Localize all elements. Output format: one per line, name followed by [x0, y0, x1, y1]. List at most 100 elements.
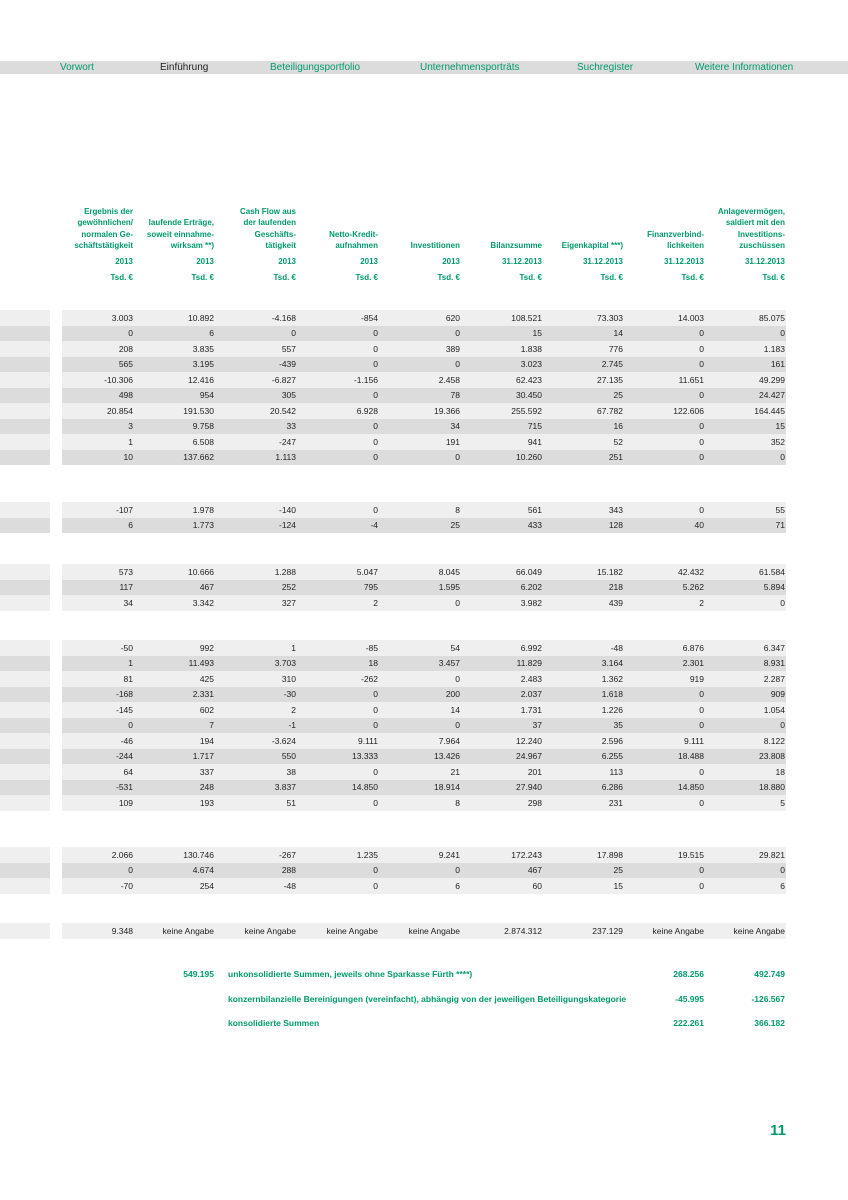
column-label: schäftstätigkeit — [74, 241, 133, 250]
cell: 0 — [455, 328, 460, 338]
cell: 992 — [199, 642, 214, 653]
cell: 0 — [699, 720, 704, 730]
cell: 1.113 — [275, 452, 296, 462]
cell: 3.342 — [192, 597, 214, 608]
column-period: 2013 — [360, 257, 378, 266]
cell: 3.837 — [274, 782, 296, 792]
cell: 2.483 — [520, 673, 542, 684]
cell: 352 — [770, 436, 785, 447]
cell: 2.287 — [763, 673, 785, 684]
total-value: 549.195 — [183, 969, 214, 979]
row-band — [62, 325, 786, 341]
cell: 343 — [608, 504, 623, 515]
cell: 2.301 — [682, 658, 704, 668]
cell: 201 — [527, 766, 542, 777]
row-stub — [0, 449, 50, 465]
cell: 12.240 — [516, 735, 542, 746]
cell: 194 — [199, 735, 214, 746]
row-stub — [0, 702, 50, 718]
cell: 14 — [613, 328, 623, 338]
cell: 2.037 — [520, 689, 542, 699]
column-period: 31.12.2013 — [663, 257, 704, 266]
cell: 29.821 — [759, 849, 785, 860]
column-period: 2013 — [196, 257, 214, 266]
cell: -1 — [288, 720, 296, 730]
cell: 30.450 — [516, 390, 542, 400]
column-label: Investitions- — [737, 229, 785, 239]
cell: 60 — [532, 880, 542, 891]
cell: 0 — [373, 328, 378, 338]
cell: 0 — [699, 343, 704, 354]
cell: 191.530 — [183, 405, 214, 416]
cell: -48 — [283, 880, 296, 891]
total-liabilities: 222.261 — [673, 1018, 704, 1028]
cell: 11.651 — [678, 374, 704, 385]
cell: 0 — [291, 328, 296, 338]
cell: 10.260 — [516, 452, 542, 462]
nav-item[interactable]: Weitere Informationen — [695, 62, 794, 73]
cell: 305 — [281, 390, 296, 400]
column-label: Netto-Kredit- — [329, 229, 378, 239]
row-stub — [0, 779, 50, 795]
cell: -267 — [278, 849, 296, 860]
cell: 15 — [613, 880, 623, 891]
cell: 11.829 — [516, 658, 542, 668]
cell: 0 — [699, 797, 704, 808]
cell: 0 — [699, 704, 704, 715]
cell: 8.122 — [763, 735, 785, 746]
cell: -145 — [115, 704, 133, 715]
column-label: Geschäfts- — [254, 229, 296, 239]
cell: 0 — [373, 390, 378, 400]
column-label: Eigenkapital ***) — [561, 241, 623, 250]
cell: 20.854 — [107, 405, 133, 416]
row-band — [62, 449, 786, 465]
cell: 467 — [199, 582, 214, 592]
cell: 78 — [450, 390, 460, 400]
cell: 0 — [455, 452, 460, 462]
row-band — [62, 595, 786, 611]
cell: 2.331 — [192, 689, 214, 699]
cell: 715 — [527, 421, 542, 431]
nav-item[interactable]: Beteiligungsportfolio — [270, 62, 361, 73]
cell: 164.445 — [754, 405, 785, 416]
cell: 498 — [118, 390, 133, 400]
column-label: Investitionen — [410, 241, 460, 250]
nav-item[interactable]: Unternehmensporträts — [420, 62, 520, 73]
cell: 19.366 — [434, 405, 460, 416]
column-label: tätigkeit — [265, 241, 296, 250]
row-stub — [0, 418, 50, 434]
cell: 255.592 — [511, 405, 542, 416]
cell: 15.182 — [597, 566, 623, 577]
cell: 0 — [128, 720, 133, 730]
cell: 0 — [128, 865, 133, 875]
row-stub — [0, 564, 50, 580]
nav-item[interactable]: Suchregister — [577, 62, 634, 73]
cell: 64 — [123, 766, 133, 777]
row-band — [62, 717, 786, 733]
cell: keine Angabe — [162, 925, 214, 936]
cell: 13.426 — [434, 751, 460, 761]
cell: 0 — [699, 452, 704, 462]
column-period: 2013 — [115, 257, 133, 266]
cell: 8 — [455, 797, 460, 808]
cell: 9.348 — [111, 925, 133, 936]
column-unit: Tsd. € — [110, 273, 133, 282]
cell: 0 — [699, 390, 704, 400]
cell: 8.931 — [763, 658, 785, 668]
total-liabilities: -45.995 — [675, 994, 704, 1004]
column-label: aufnahmen — [335, 241, 378, 250]
column-label: der laufenden — [243, 218, 296, 227]
column-unit: Tsd. € — [600, 273, 623, 282]
cell: 15 — [775, 421, 785, 431]
cell: 310 — [281, 673, 296, 684]
cell: 11.493 — [188, 658, 214, 668]
cell: 7.964 — [438, 735, 460, 746]
cell: 6.202 — [520, 582, 542, 592]
cell: -439 — [278, 359, 296, 369]
cell: 9.241 — [438, 849, 460, 860]
cell: 137.662 — [183, 452, 214, 462]
cell: 35 — [613, 720, 623, 730]
nav-item[interactable]: Einführung — [160, 62, 209, 73]
nav-item[interactable]: Vorwort — [60, 62, 94, 73]
cell: 18 — [775, 766, 785, 777]
